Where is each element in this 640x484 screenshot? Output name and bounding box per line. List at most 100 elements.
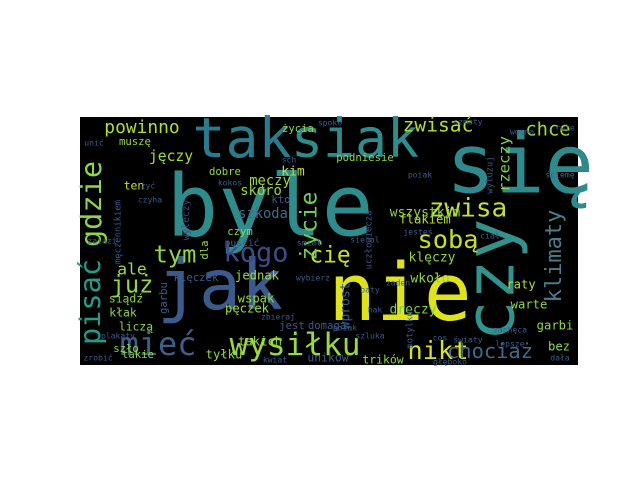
word-54: szło (113, 343, 139, 355)
word-80: kwiat (263, 355, 287, 365)
word-89: unić (84, 138, 104, 148)
word-28: skoro (240, 183, 282, 199)
word-10: pisać (73, 259, 107, 345)
word-5: czy (452, 219, 531, 342)
word-98: hak (368, 305, 383, 315)
word-52: liczą (119, 320, 153, 334)
word-92: zaiazi (87, 236, 116, 246)
word-57: dla (199, 240, 211, 259)
word-56: czym (227, 226, 253, 238)
word-78: smiał (297, 238, 321, 248)
word-63: klęczek (174, 272, 219, 284)
word-53: takie (122, 349, 154, 361)
word-68: męczennikiem (114, 200, 124, 264)
word-30: męczy (249, 173, 291, 189)
word-15: nikt (408, 336, 469, 365)
word-60: muszę (119, 136, 151, 148)
word-36: warte (511, 298, 548, 312)
word-87: czyha (138, 195, 162, 205)
word-50: siądź (109, 292, 143, 306)
word-102: poiak (333, 323, 357, 333)
word-100: żaden (386, 278, 410, 288)
word-43: garbi (537, 319, 574, 333)
word-16: tym (154, 241, 197, 269)
word-96: wybierz (296, 273, 330, 283)
word-51: kłak (109, 306, 137, 320)
word-32: wszystkim (390, 206, 461, 221)
word-2: się (446, 117, 594, 212)
word-41: jednak (235, 269, 280, 283)
word-25: ale (117, 260, 146, 279)
word-84: zrobić (83, 353, 112, 363)
word-79: zbieraj (261, 312, 295, 322)
word-26: rzeczy (496, 136, 514, 192)
word-93: kokos (218, 178, 242, 188)
word-75: zachęca (493, 325, 527, 335)
word-35: dręczy (390, 303, 437, 318)
word-17: już (111, 271, 154, 299)
word-95: sieral (350, 235, 379, 245)
word-66: puścić (225, 237, 260, 249)
word-73: szmaty (453, 117, 482, 127)
word-9: wysiłku (229, 327, 360, 363)
word-13: zwisa (429, 194, 508, 224)
cloud-background (80, 117, 578, 365)
word-61: jest (279, 320, 305, 332)
word-42: pęczek (225, 302, 270, 316)
word-27: jęczy (149, 148, 193, 165)
word-70: motylku (406, 311, 416, 348)
word-88: żyć (141, 181, 156, 191)
word-58: życia (282, 123, 314, 135)
word-62: domaga (308, 320, 346, 332)
word-48: unikow (307, 351, 348, 365)
word-34: wkoło (410, 272, 449, 287)
word-99: cos (433, 333, 448, 343)
word-4: jak (157, 245, 283, 326)
word-40: wspak (238, 292, 275, 306)
word-55: dobre (209, 166, 241, 178)
word-86: lepsze (495, 339, 524, 349)
word-22: zwisać (403, 114, 474, 137)
word-19: życie (297, 192, 323, 261)
word-69: uczłowiecza (365, 211, 375, 270)
word-94: spoko (318, 118, 342, 128)
word-12: kogo (223, 238, 288, 269)
word-21: chociaż (447, 339, 533, 363)
word-90: sch (282, 155, 297, 165)
word-101: jesteś (403, 227, 432, 237)
word-64: garbu (158, 282, 170, 314)
word-59: podniesie (336, 152, 393, 164)
word-23: chce (525, 120, 570, 141)
word-82: światy (453, 335, 482, 345)
word-103: rule (555, 123, 575, 133)
word-44: bez (548, 340, 570, 354)
word-46: takich (238, 335, 282, 349)
word-31: kim (281, 165, 305, 180)
word-7: siak (291, 108, 419, 170)
word-18: cię (309, 243, 350, 269)
word-83: dała (550, 353, 570, 363)
word-74: głęboko (433, 357, 467, 367)
word-24: powinno (104, 117, 179, 138)
word-38: flakiem (399, 213, 450, 227)
word-6: tak (193, 106, 292, 170)
word-71: wyluzuj (486, 156, 496, 193)
word-3: nie (328, 246, 471, 339)
word-76: ściemę (545, 170, 574, 180)
word-1: byle (166, 156, 373, 256)
word-39: wprost (339, 283, 354, 330)
word-11: gdzie (74, 161, 108, 247)
word-91: ciał (480, 231, 500, 241)
word-20: klimaty (542, 210, 567, 303)
word-33: klęczy (409, 251, 456, 266)
word-47: trików (362, 353, 403, 367)
word-85: plakaty (101, 331, 135, 341)
word-29: szkoda (238, 206, 288, 222)
word-65: kto (271, 194, 290, 206)
word-14: sobą (418, 225, 479, 254)
word-81: szluka (355, 331, 384, 341)
word-8: mieć (120, 325, 197, 363)
word-45: tyłku (206, 348, 243, 362)
